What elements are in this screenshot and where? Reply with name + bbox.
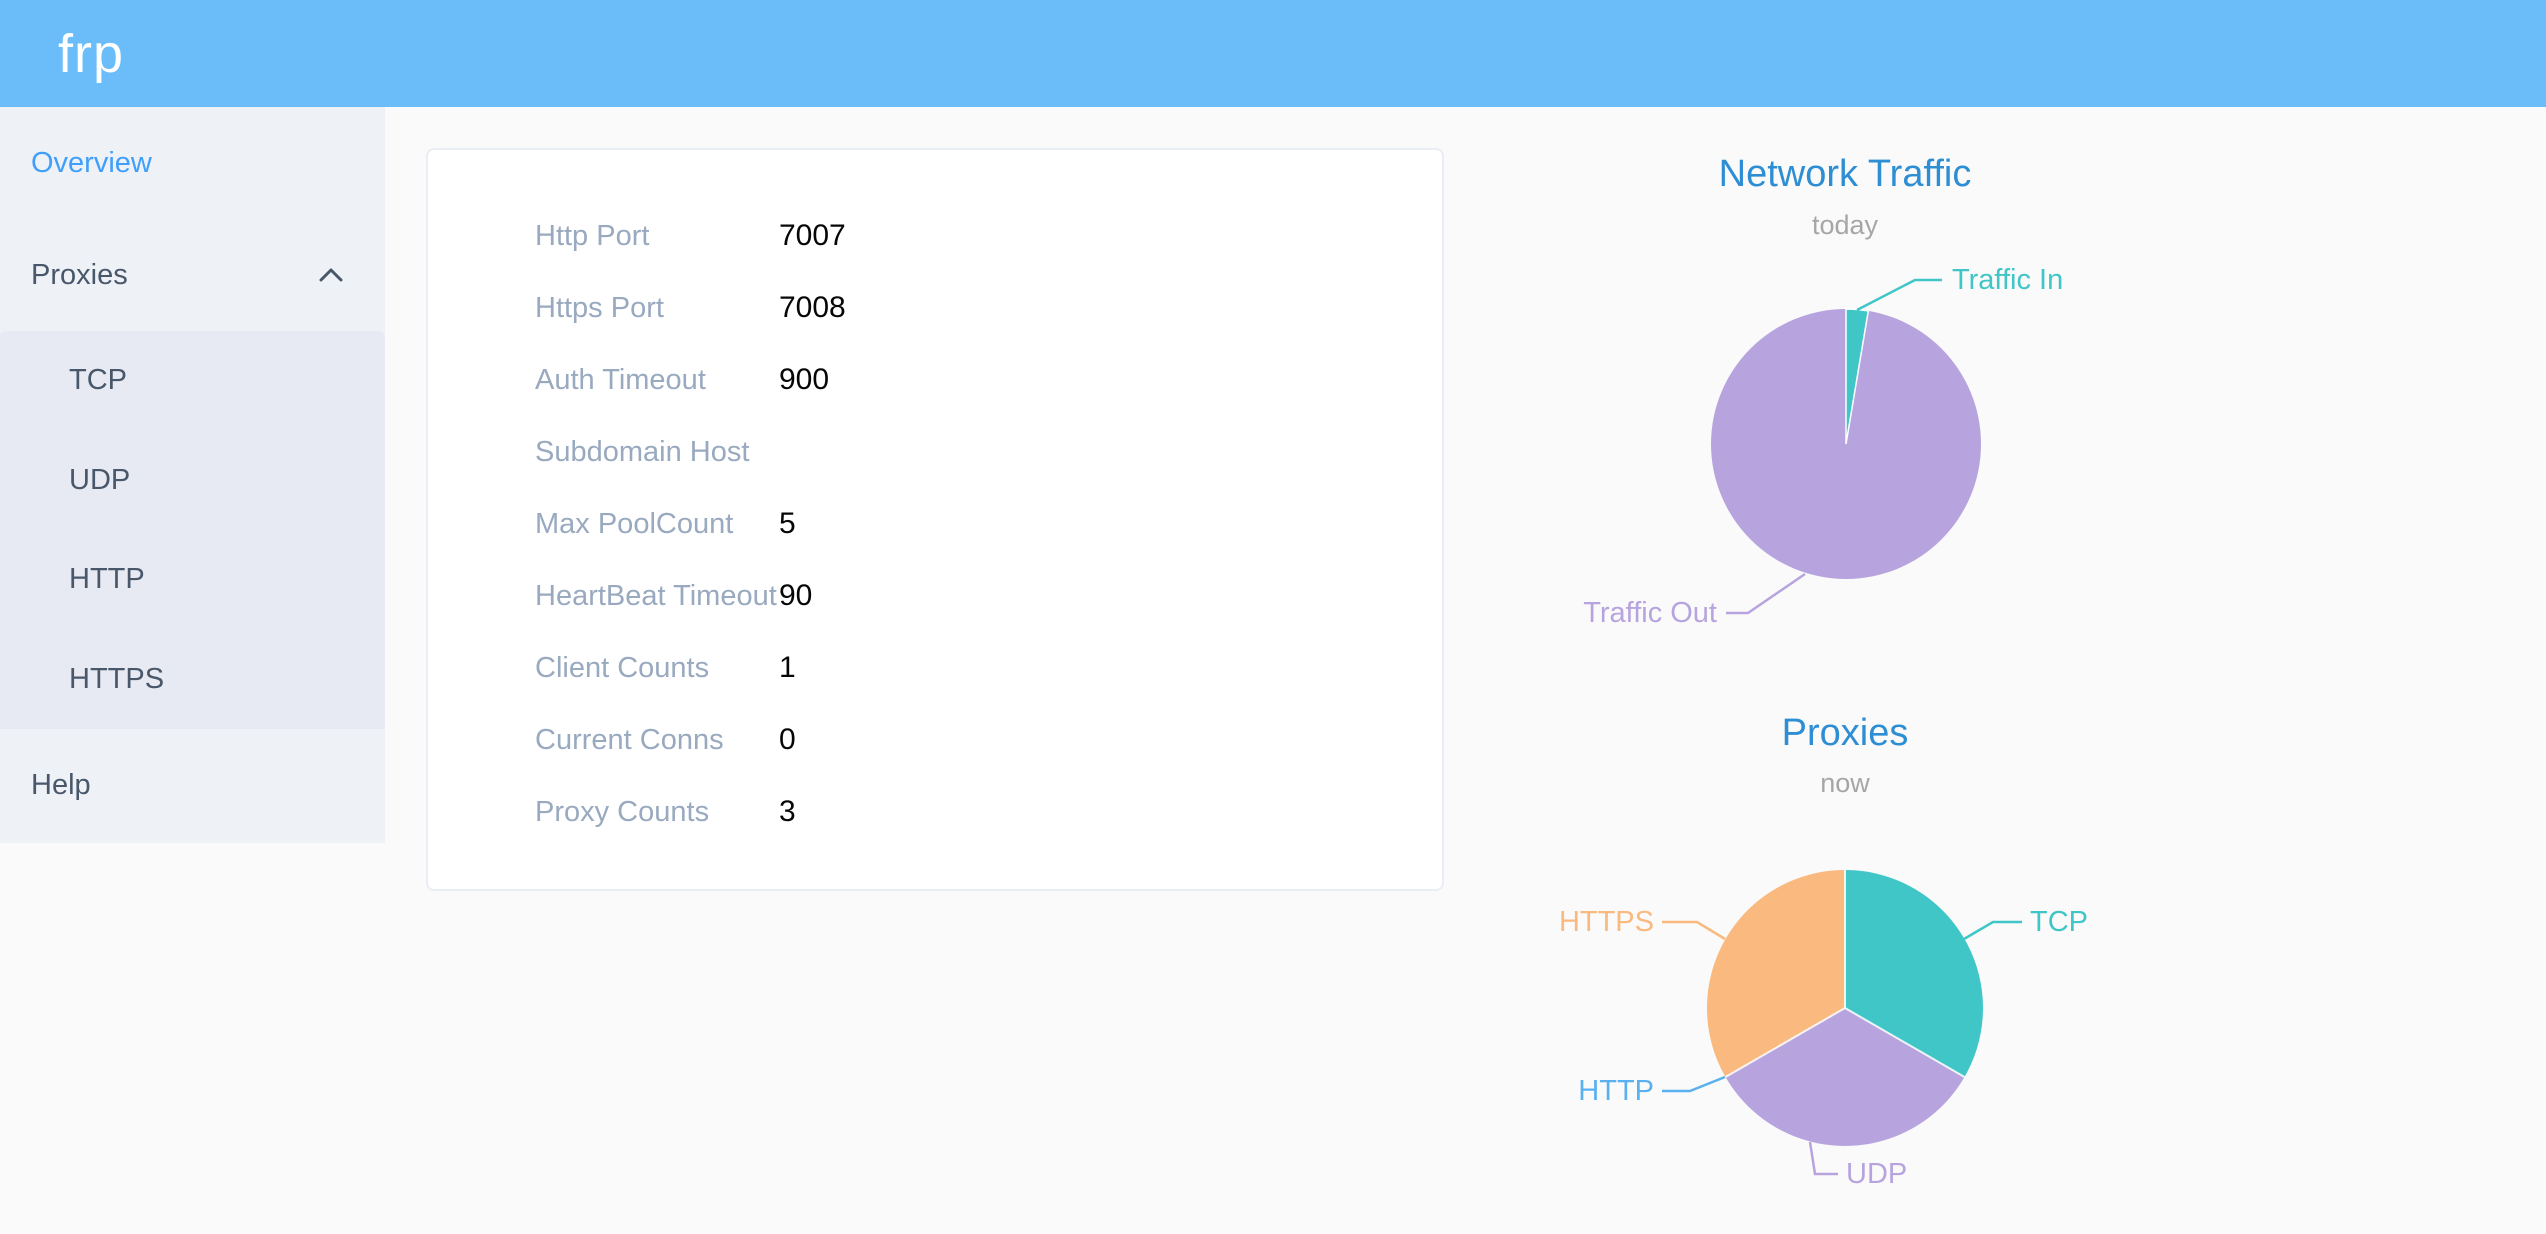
info-label: Http Port bbox=[535, 219, 650, 252]
pie-slice-tcp[interactable] bbox=[1845, 870, 1983, 1077]
server-info-card: Http Port 7007 Https Port 7008 Auth Time… bbox=[426, 148, 1444, 891]
sidebar-item-proxies[interactable]: Proxies bbox=[0, 219, 385, 331]
sidebar-item-https[interactable]: HTTPS bbox=[0, 630, 385, 730]
info-label: Client Counts bbox=[535, 651, 710, 684]
proxies-subtitle: now bbox=[1820, 768, 1870, 798]
info-value: 5 bbox=[779, 507, 796, 540]
sidebar-item-label: HTTPS bbox=[69, 662, 165, 695]
info-row-subdomain-host: Subdomain Host bbox=[428, 416, 1442, 488]
info-label: Auth Timeout bbox=[535, 363, 706, 396]
info-value: 1 bbox=[779, 651, 796, 684]
proxies-title: Proxies bbox=[1781, 712, 1909, 754]
info-label: Https Port bbox=[535, 291, 664, 324]
info-row-http-port: Http Port 7007 bbox=[428, 200, 1442, 272]
leader-line-traffic-out bbox=[1726, 572, 1806, 615]
info-row-client-counts: Client Counts 1 bbox=[428, 632, 1442, 704]
sidebar-item-label: TCP bbox=[69, 364, 127, 397]
info-label: HeartBeat Timeout bbox=[535, 579, 777, 612]
info-label: Proxy Counts bbox=[535, 795, 710, 828]
leader-line-udp bbox=[1808, 1141, 1838, 1176]
sidebar-item-overview[interactable]: Overview bbox=[0, 107, 385, 219]
pie-label-traffic-in: Traffic In bbox=[1952, 264, 2063, 296]
sidebar-item-udp[interactable]: UDP bbox=[0, 431, 385, 531]
pie-label-traffic-out: Traffic Out bbox=[1583, 597, 1717, 629]
proxies-pie-chart: TCP HTTPS HTTP UDP bbox=[1559, 870, 2088, 1190]
sidebar-item-help[interactable]: Help bbox=[0, 729, 385, 842]
info-value: 900 bbox=[779, 363, 830, 396]
pie-label-https: HTTPS bbox=[1559, 906, 1654, 938]
sidebar-item-label: Proxies bbox=[31, 258, 128, 291]
info-label: Subdomain Host bbox=[535, 435, 750, 468]
info-value: 7007 bbox=[779, 219, 846, 252]
info-row-proxy-counts: Proxy Counts 3 bbox=[428, 776, 1442, 848]
proxies-submenu: TCP UDP HTTP HTTPS bbox=[0, 331, 385, 729]
sidebar-item-label: HTTP bbox=[69, 563, 145, 596]
sidebar-nav: Overview Proxies TCP UDP HTTP HTTPS bbox=[0, 107, 385, 843]
sidebar-item-http[interactable]: HTTP bbox=[0, 530, 385, 630]
network-traffic-subtitle: today bbox=[1811, 210, 1879, 240]
pie-label-udp: UDP bbox=[1846, 1158, 1907, 1190]
info-row-auth-timeout: Auth Timeout 900 bbox=[428, 344, 1442, 416]
pie-label-tcp: TCP bbox=[2030, 906, 2088, 938]
leader-line-https bbox=[1662, 920, 1726, 941]
pie-slice-https[interactable] bbox=[1707, 870, 1845, 1077]
leader-line-http bbox=[1662, 1075, 1726, 1093]
info-row-current-conns: Current Conns 0 bbox=[428, 704, 1442, 776]
sidebar-item-label: Help bbox=[31, 769, 91, 801]
info-label: Current Conns bbox=[535, 723, 724, 756]
leader-line-traffic-in bbox=[1856, 278, 1942, 312]
info-value: 90 bbox=[779, 579, 813, 612]
pie-slice-borders bbox=[1724, 870, 1966, 1078]
info-row-max-poolcount: Max PoolCount 5 bbox=[428, 488, 1442, 560]
chevron-up-icon bbox=[319, 268, 343, 282]
network-traffic-pie-chart: Traffic In Traffic Out bbox=[1583, 264, 2063, 629]
app-header: frp bbox=[0, 0, 2546, 107]
leader-line-tcp bbox=[1963, 920, 2022, 941]
sidebar-item-label: Overview bbox=[31, 146, 152, 179]
info-value: 0 bbox=[779, 723, 796, 756]
pie-slice-udp[interactable] bbox=[1725, 1008, 1965, 1146]
info-row-heartbeat-timeout: HeartBeat Timeout 90 bbox=[428, 560, 1442, 632]
pie-label-http: HTTP bbox=[1578, 1075, 1654, 1107]
info-row-https-port: Https Port 7008 bbox=[428, 272, 1442, 344]
sidebar-item-label: UDP bbox=[69, 463, 131, 496]
network-traffic-title: Network Traffic bbox=[1718, 153, 1972, 195]
frp-logo: frp bbox=[58, 23, 125, 84]
sidebar-item-tcp[interactable]: TCP bbox=[0, 331, 385, 431]
info-value: 3 bbox=[779, 795, 796, 828]
info-value: 7008 bbox=[779, 291, 846, 324]
info-label: Max PoolCount bbox=[535, 507, 734, 540]
